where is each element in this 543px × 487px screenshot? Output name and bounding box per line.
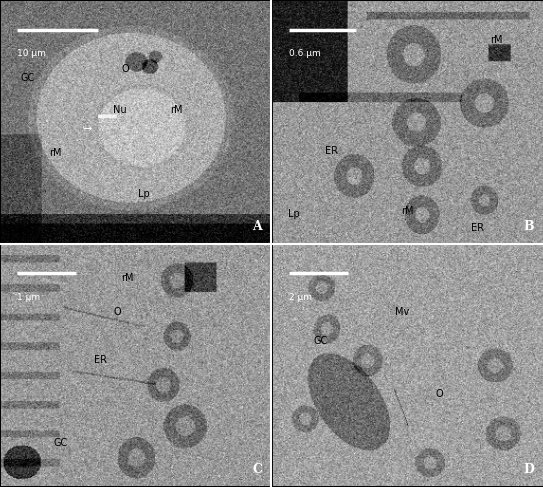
Text: O: O — [113, 307, 121, 317]
Text: 0.6 μm: 0.6 μm — [289, 49, 320, 58]
Text: Lp: Lp — [138, 189, 150, 199]
Text: rM: rM — [401, 206, 414, 216]
Text: C: C — [252, 463, 262, 476]
Text: 2 μm: 2 μm — [289, 293, 312, 302]
Text: 10 μm: 10 μm — [17, 49, 46, 58]
Text: rM: rM — [49, 148, 61, 158]
Text: D: D — [523, 463, 534, 476]
Text: O: O — [435, 389, 444, 399]
Text: Nu: Nu — [113, 105, 127, 114]
Text: GC: GC — [314, 336, 328, 346]
Text: Mv: Mv — [395, 307, 409, 317]
Text: rM: rM — [122, 273, 134, 283]
Text: ER: ER — [325, 146, 338, 156]
Text: rM: rM — [490, 35, 502, 45]
Text: 1 μm: 1 μm — [17, 293, 40, 302]
Text: Lp: Lp — [288, 208, 300, 219]
Text: GC: GC — [53, 437, 67, 448]
Text: GC: GC — [21, 73, 35, 83]
Text: ER: ER — [471, 223, 484, 233]
Text: O: O — [121, 64, 129, 74]
Text: rM: rM — [170, 105, 182, 114]
Text: B: B — [523, 220, 534, 233]
Text: →: → — [83, 124, 92, 134]
Text: ER: ER — [94, 356, 107, 365]
Text: A: A — [252, 220, 262, 233]
